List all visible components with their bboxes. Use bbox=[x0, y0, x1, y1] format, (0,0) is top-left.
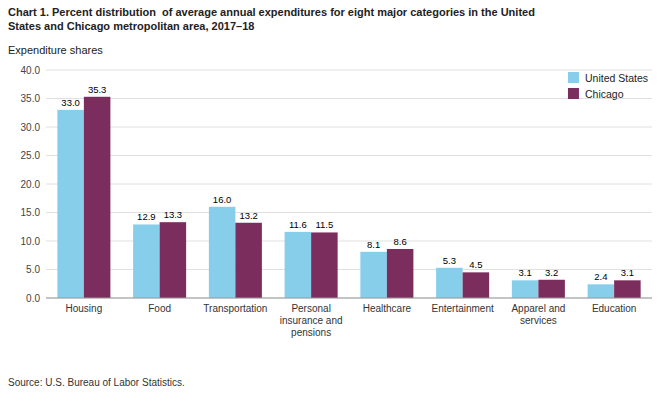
x-tick-label-line: Healthcare bbox=[363, 303, 412, 314]
bar bbox=[614, 280, 641, 298]
x-axis-labels: Housing Food Transportation Personalinsuran… bbox=[66, 303, 637, 338]
legend-item: United States bbox=[568, 72, 648, 84]
legend: United States Chicago bbox=[568, 72, 648, 100]
x-tick-label-line: Personal bbox=[291, 303, 330, 314]
x-tick-label-line: Entertainment bbox=[431, 303, 493, 314]
data-label: 8.1 bbox=[367, 239, 380, 250]
x-tick-label: Personalinsurance andpensions bbox=[280, 303, 343, 338]
x-axis bbox=[46, 298, 652, 299]
data-label: 11.6 bbox=[289, 219, 307, 230]
grid-line bbox=[46, 155, 652, 156]
data-label: 3.2 bbox=[545, 267, 558, 278]
bar bbox=[133, 224, 160, 298]
data-label: 12.9 bbox=[137, 211, 156, 222]
source: Source: U.S. Bureau of Labor Statistics. bbox=[8, 377, 185, 388]
title: Chart 1. Percent distribution of average… bbox=[8, 6, 535, 32]
chart: Chart 1. Percent distribution of average… bbox=[0, 0, 664, 394]
title-line: States and Chicago metropolitan area, 20… bbox=[8, 20, 254, 32]
y-tick-label: 5.0 bbox=[26, 264, 40, 275]
data-label: 4.5 bbox=[469, 259, 482, 270]
bar bbox=[57, 110, 84, 298]
x-tick-label-line: Apparel and bbox=[511, 303, 565, 314]
bar bbox=[84, 97, 111, 298]
subtitle: Expenditure shares bbox=[8, 44, 103, 56]
bar bbox=[160, 222, 187, 298]
y-tick-label: 10.0 bbox=[21, 236, 41, 247]
bar bbox=[360, 252, 387, 298]
grid-line bbox=[46, 98, 652, 99]
legend-label: Chicago bbox=[585, 88, 624, 100]
x-tick-label-line: pensions bbox=[291, 327, 331, 338]
data-label: 5.3 bbox=[443, 255, 456, 266]
bar bbox=[235, 223, 262, 298]
data-label: 8.6 bbox=[394, 236, 407, 247]
data-label: 3.1 bbox=[519, 267, 532, 278]
y-tick-label: 20.0 bbox=[21, 179, 41, 190]
data-label: 2.4 bbox=[594, 271, 607, 282]
bars bbox=[57, 97, 640, 298]
grid-line bbox=[46, 298, 652, 299]
data-labels: 33.0 12.9 16.0 11.6 8.1 5.3 3.1 2.4 35.3 13.3 13.2… bbox=[61, 84, 634, 283]
y-tick-label: 40.0 bbox=[21, 65, 41, 76]
bar bbox=[209, 207, 236, 298]
y-tick-label: 0.0 bbox=[26, 293, 40, 304]
x-tick-label-line: Food bbox=[148, 303, 171, 314]
y-tick-label: 15.0 bbox=[21, 207, 41, 218]
x-tick-label-line: Transportation bbox=[203, 303, 267, 314]
background bbox=[0, 0, 664, 394]
data-label: 3.1 bbox=[621, 267, 634, 278]
bar bbox=[387, 249, 414, 298]
x-tick-label: Education bbox=[592, 303, 636, 314]
x-tick-label: Transportation bbox=[203, 303, 267, 314]
x-tick-label: Healthcare bbox=[363, 303, 412, 314]
grid-line bbox=[46, 127, 652, 128]
y-axis: 0.0 5.0 10.0 15.0 20.0 25.0 30.0 35.0 40.0 bbox=[21, 65, 652, 304]
data-label: 13.3 bbox=[164, 209, 183, 220]
y-tick-label: 35.0 bbox=[21, 93, 41, 104]
x-tick-label: Housing bbox=[66, 303, 103, 314]
legend-label: United States bbox=[585, 72, 648, 84]
x-tick-label: Apparel andservices bbox=[511, 303, 565, 326]
legend-item: Chicago bbox=[568, 88, 624, 100]
bar bbox=[285, 232, 312, 298]
legend-swatch bbox=[568, 72, 579, 83]
data-label: 35.3 bbox=[88, 84, 107, 95]
y-tick-label: 30.0 bbox=[21, 122, 41, 133]
grid-line bbox=[46, 70, 652, 71]
grid-line bbox=[46, 184, 652, 185]
bar bbox=[512, 280, 539, 298]
y-tick-label: 25.0 bbox=[21, 150, 41, 161]
x-tick-label-line: Housing bbox=[66, 303, 103, 314]
data-label: 11.5 bbox=[315, 219, 333, 230]
x-tick-label-line: Education bbox=[592, 303, 636, 314]
bar bbox=[311, 232, 338, 298]
x-tick-label: Food bbox=[148, 303, 171, 314]
title-line: Chart 1. Percent distribution of average… bbox=[8, 6, 535, 18]
x-tick-label: Entertainment bbox=[431, 303, 493, 314]
bar bbox=[588, 284, 615, 298]
bar bbox=[538, 280, 565, 298]
bar bbox=[436, 268, 463, 298]
bar bbox=[463, 272, 490, 298]
data-label: 13.2 bbox=[239, 210, 258, 221]
data-label: 33.0 bbox=[61, 97, 80, 108]
data-label: 16.0 bbox=[213, 194, 232, 205]
x-tick-label-line: insurance and bbox=[280, 315, 343, 326]
legend-swatch bbox=[568, 88, 579, 99]
x-tick-label-line: services bbox=[520, 315, 557, 326]
